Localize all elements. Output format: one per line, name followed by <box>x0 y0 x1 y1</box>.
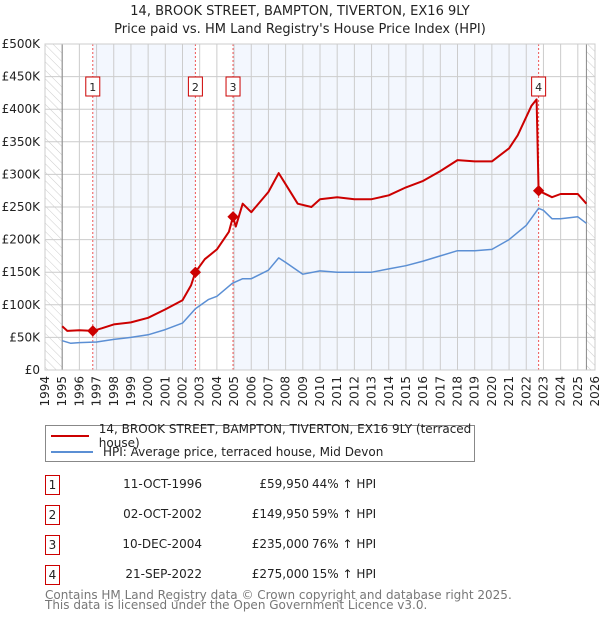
footer-copyright: Contains HM Land Registry data © Crown c… <box>45 588 512 602</box>
x-tick-label: 2020 <box>485 376 499 407</box>
transaction-row: 2 02-OCT-2002 £149,950 59% ↑ HPI <box>45 505 445 525</box>
sale-point <box>189 266 202 278</box>
x-tick-label: 2003 <box>193 376 207 407</box>
x-tick-label: 2013 <box>365 376 379 407</box>
y-tick-label: £0 <box>25 363 40 377</box>
chart-subtitle: Price paid vs. HM Land Registry's House … <box>114 22 486 37</box>
chart-title: 14, BROOK STREET, BAMPTON, TIVERTON, EX1… <box>130 4 470 19</box>
transaction-hpi-change: 59% ↑ HPI <box>312 507 377 521</box>
transaction-date: 21-SEP-2022 <box>125 567 202 581</box>
sale-point <box>532 185 545 197</box>
x-tick-label: 2018 <box>451 376 465 407</box>
transaction-date: 10-DEC-2004 <box>122 537 202 551</box>
sale-label-box <box>225 76 241 97</box>
x-tick-label: 2006 <box>244 376 258 407</box>
footer-licence: This data is licensed under the Open Gov… <box>45 598 428 612</box>
legend-swatch-hpi <box>51 451 93 453</box>
legend-swatch-property <box>51 435 89 437</box>
transaction-price: £59,950 <box>259 477 309 491</box>
transaction-number: 2 <box>45 505 60 525</box>
transaction-number: 3 <box>45 535 60 555</box>
x-tick-label: 1997 <box>90 376 104 407</box>
sale-label-box <box>187 76 203 97</box>
legend-item-hpi: HPI: Average price, terraced house, Mid … <box>46 444 383 460</box>
sale-point <box>227 211 239 223</box>
transaction-hpi-change: 44% ↑ HPI <box>312 477 377 491</box>
transaction-hpi-change: 76% ↑ HPI <box>312 537 377 551</box>
sale-label: 1 <box>89 81 96 94</box>
x-tick-label: 2017 <box>433 376 447 407</box>
x-tick-label: 2012 <box>347 376 361 407</box>
transaction-hpi-change: 15% ↑ HPI <box>312 567 377 581</box>
x-tick-label: 2022 <box>519 376 533 407</box>
y-tick-label: £50K <box>9 330 41 344</box>
x-tick-label: 1994 <box>38 376 52 407</box>
legend-label-hpi: HPI: Average price, terraced house, Mid … <box>103 445 384 459</box>
y-tick-label: £150K <box>2 265 42 279</box>
x-tick-label: 2019 <box>468 376 482 407</box>
transaction-number: 4 <box>45 565 60 585</box>
transaction-price: £149,950 <box>251 507 309 521</box>
transaction-row: 3 10-DEC-2004 £235,000 76% ↑ HPI <box>45 535 445 555</box>
transaction-date: 02-OCT-2002 <box>123 507 202 521</box>
x-tick-label: 2008 <box>279 376 293 407</box>
x-tick-label: 2000 <box>141 376 155 407</box>
transaction-price: £275,000 <box>251 567 309 581</box>
y-tick-label: £350K <box>2 135 42 149</box>
sale-label: 3 <box>230 81 237 94</box>
x-tick-label: 2009 <box>296 376 310 407</box>
x-tick-label: 2002 <box>176 376 190 407</box>
x-tick-label: 2023 <box>536 376 550 407</box>
sale-label-box <box>531 76 547 97</box>
y-tick-label: £200K <box>2 233 42 247</box>
plot-border <box>44 43 596 371</box>
hpi-line <box>61 207 587 345</box>
transaction-row: 1 11-OCT-1996 £59,950 44% ↑ HPI <box>45 475 445 495</box>
transaction-price: £235,000 <box>251 537 309 551</box>
x-tick-label: 1999 <box>124 376 138 407</box>
x-tick-label: 2014 <box>382 376 396 407</box>
y-tick-label: £300K <box>2 167 42 181</box>
sale-label: 4 <box>535 81 542 94</box>
x-tick-label: 2026 <box>588 376 600 407</box>
x-tick-label: 2021 <box>502 376 516 407</box>
x-tick-label: 2016 <box>416 376 430 407</box>
x-tick-label: 2005 <box>227 376 241 407</box>
x-tick-label: 2024 <box>554 376 568 407</box>
y-tick-label: £450K <box>2 70 42 84</box>
transaction-row: 4 21-SEP-2022 £275,000 15% ↑ HPI <box>45 565 445 585</box>
price-chart: 1 2 3 4 £0 £50K £100K £150K £200K £250K £300K £350K… <box>2 37 600 407</box>
property-price-line <box>61 98 588 332</box>
x-tick-label: 2004 <box>210 376 224 407</box>
x-tick-label: 1998 <box>107 376 121 407</box>
x-tick-label: 2025 <box>571 376 585 407</box>
x-tick-label: 2007 <box>261 376 275 407</box>
y-tick-label: £400K <box>2 102 42 116</box>
legend-item-property: 14, BROOK STREET, BAMPTON, TIVERTON, EX1… <box>46 422 474 450</box>
x-tick-label: 2011 <box>330 376 344 407</box>
x-tick-label: 1996 <box>72 376 86 407</box>
y-tick-label: £100K <box>2 298 42 312</box>
x-tick-label: 1995 <box>55 376 69 407</box>
x-tick-label: 2015 <box>399 376 413 407</box>
sale-label: 2 <box>192 81 199 94</box>
y-tick-label: £500K <box>2 37 42 51</box>
legend-label-property: 14, BROOK STREET, BAMPTON, TIVERTON, EX1… <box>98 422 472 450</box>
x-tick-label: 2010 <box>313 376 327 407</box>
transaction-number: 1 <box>45 475 60 495</box>
y-tick-label: £250K <box>2 200 42 214</box>
sale-label-box <box>85 76 101 97</box>
x-tick-label: 2001 <box>158 376 172 407</box>
legend: 14, BROOK STREET, BAMPTON, TIVERTON, EX1… <box>45 422 475 462</box>
transaction-date: 11-OCT-1996 <box>123 477 202 491</box>
